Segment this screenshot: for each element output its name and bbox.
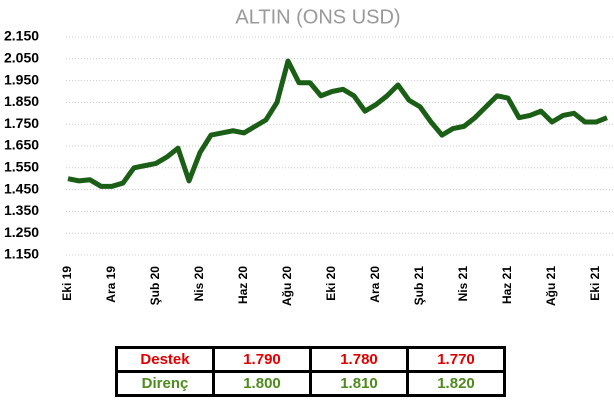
x-tick-label: Şub 20 (148, 266, 162, 306)
table-cell: 1.810 (309, 370, 409, 397)
y-tick-label: 2.050 (4, 50, 39, 66)
table-cell: 1.790 (212, 346, 312, 373)
table-cell: 1.780 (309, 346, 409, 373)
x-tick-label: Haz 20 (236, 266, 250, 304)
levels-table: Destek 1.790 1.780 1.770 Direnç 1.800 1.810 1.8… (115, 346, 506, 397)
y-tick-label: 1.750 (4, 115, 39, 131)
table-cell: 1.800 (212, 370, 312, 397)
y-tick-label: 2.150 (4, 28, 39, 44)
y-tick-label: 1.550 (4, 159, 39, 175)
x-tick-label: Eki 20 (324, 266, 338, 301)
x-tick-label: Ağu 21 (544, 266, 558, 306)
y-tick-label: 1.250 (4, 224, 39, 240)
table-cell: Destek (115, 346, 215, 373)
x-tick-label: Ara 20 (368, 266, 382, 303)
table-row: Destek 1.790 1.780 1.770 (115, 346, 506, 373)
table-cell: 1.770 (406, 346, 506, 373)
chart: ALTIN (ONS USD) 1.150 1.250 1.350 1.450 1.55… (4, 6, 614, 306)
y-tick-label: 1.950 (4, 71, 39, 87)
y-tick-label: 1.650 (4, 137, 39, 153)
table-cell: 1.820 (406, 370, 506, 397)
x-tick-label: Eki 21 (588, 266, 602, 301)
x-tick-label: Şub 21 (412, 266, 426, 306)
x-tick-label: Eki 19 (60, 266, 74, 301)
chart-title: ALTIN (ONS USD) (235, 6, 400, 28)
y-tick-label: 1.850 (4, 93, 39, 109)
x-tick-label: Nis 21 (456, 266, 470, 302)
price-line (67, 58, 608, 189)
x-tick-label: Ağu 20 (280, 266, 294, 306)
y-tick-label: 1.150 (4, 246, 39, 262)
y-tick-label: 1.350 (4, 202, 39, 218)
x-tick-label: Ara 19 (104, 266, 118, 303)
y-tick-label: 1.450 (4, 180, 39, 196)
x-tick-label: Nis 20 (192, 266, 206, 302)
x-tick-label: Haz 21 (500, 266, 514, 304)
table-row: Direnç 1.800 1.810 1.820 (115, 370, 506, 397)
table-cell: Direnç (115, 370, 215, 397)
